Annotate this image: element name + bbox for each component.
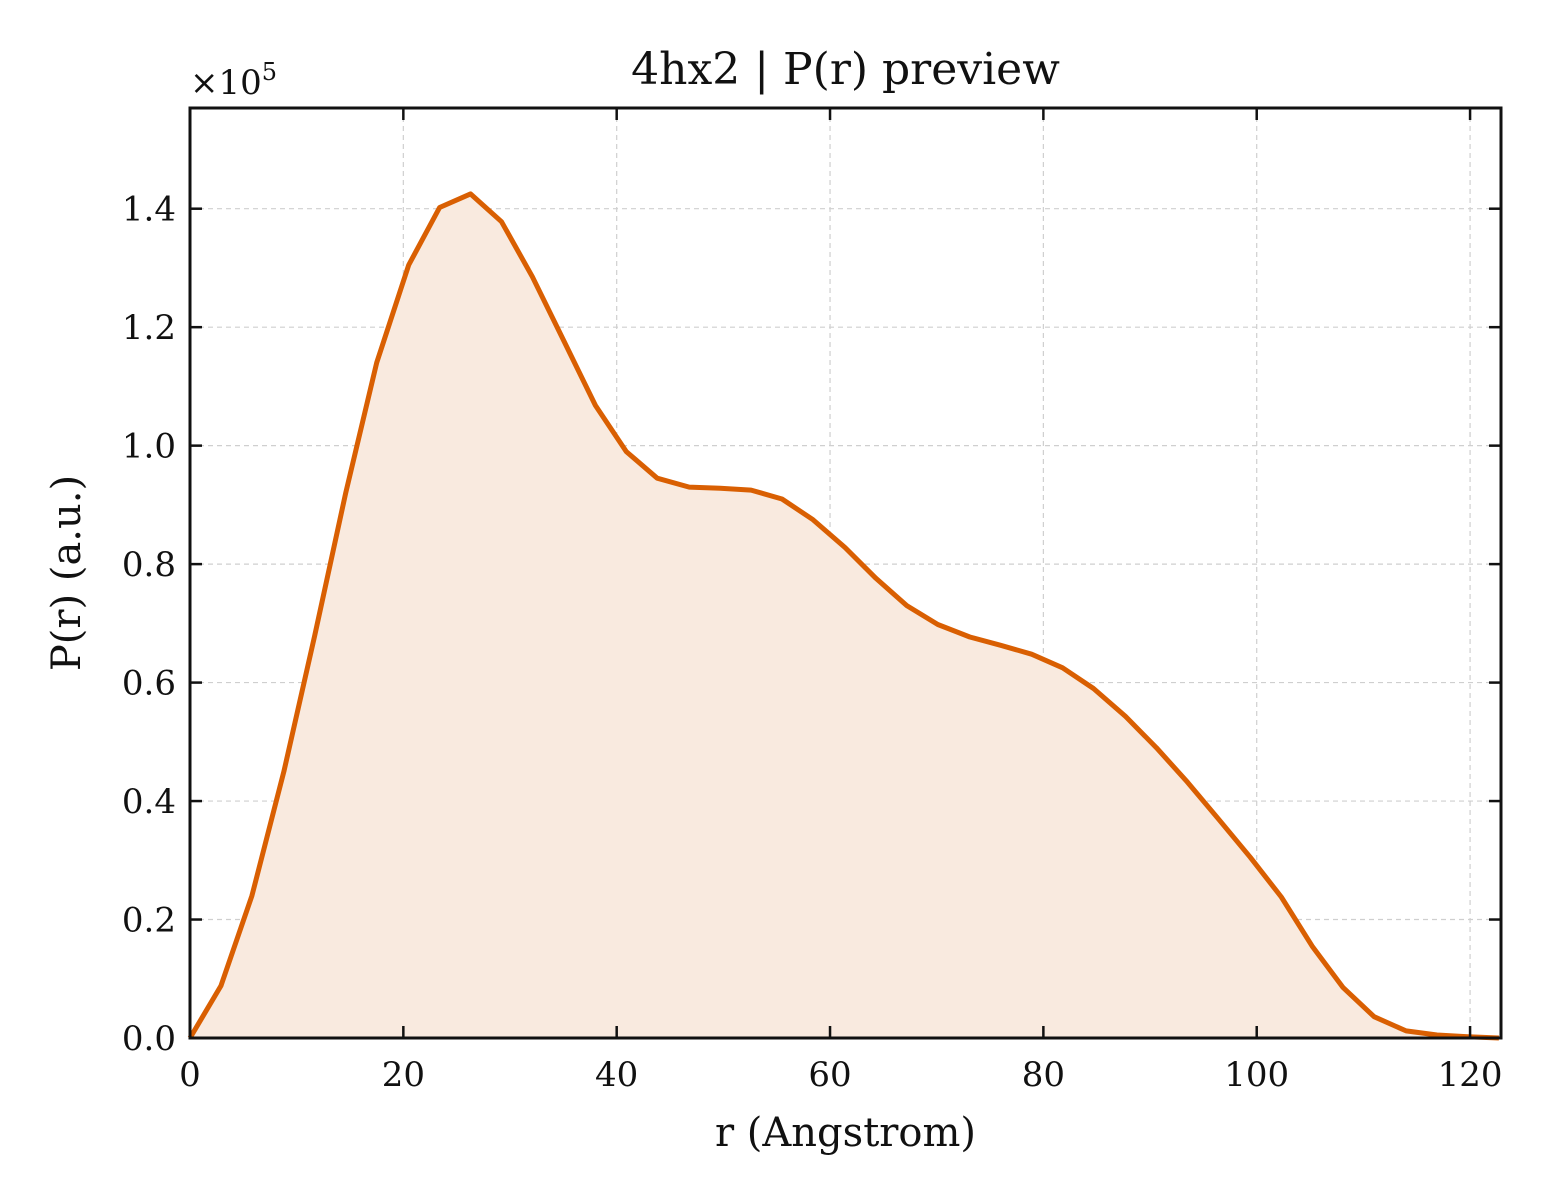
chart-title: 4hx2 | P(r) preview xyxy=(631,44,1060,95)
y-tick-label: 0.0 xyxy=(122,1019,176,1059)
y-axis-label: P(r) (a.u.) xyxy=(44,475,90,671)
y-axis: 0.0 0.2 0.4 0.6 0.8 1.0 1.2 1.4 xyxy=(122,190,1501,1059)
y-tick-label: 0.8 xyxy=(122,545,176,585)
y-tick-label: 0.4 xyxy=(122,782,176,822)
series-area-fill xyxy=(190,193,1499,1038)
y-tick-label: 0.2 xyxy=(122,901,176,941)
x-tick-label: 120 xyxy=(1438,1055,1503,1095)
y-tick-label: 1.2 xyxy=(122,308,176,348)
x-tick-label: 60 xyxy=(808,1055,851,1095)
x-tick-label: 80 xyxy=(1022,1055,1065,1095)
x-tick-label: 0 xyxy=(179,1055,201,1095)
y-tick-label: 1.0 xyxy=(122,427,176,467)
x-axis-label: r (Angstrom) xyxy=(715,1110,976,1156)
plot-frame xyxy=(188,106,1503,1040)
x-tick-label: 40 xyxy=(595,1055,638,1095)
x-axis: 0 20 40 60 80 100 120 xyxy=(179,108,1503,1095)
y-offset-base: ×10 xyxy=(190,63,262,103)
y-tick-label: 1.4 xyxy=(122,190,176,230)
series-line xyxy=(187,191,1499,1041)
y-tick-label: 0.6 xyxy=(122,664,176,704)
y-offset-label: ×105 xyxy=(190,58,277,103)
x-tick-label: 100 xyxy=(1224,1055,1289,1095)
y-offset-exponent: 5 xyxy=(262,58,277,86)
x-tick-label: 20 xyxy=(382,1055,425,1095)
